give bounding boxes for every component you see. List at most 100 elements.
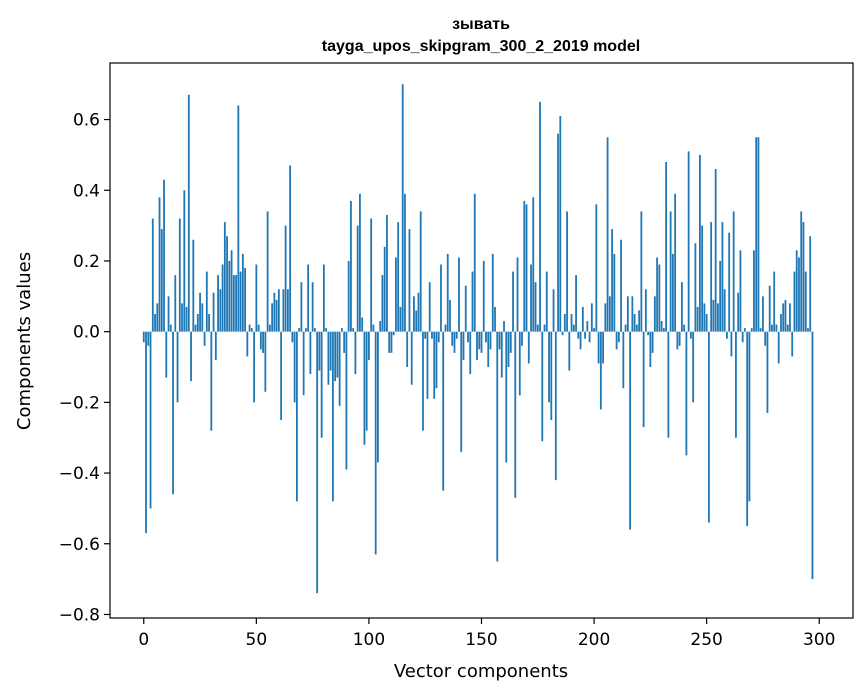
- bar-70: [300, 282, 303, 332]
- bar-231: [662, 328, 665, 332]
- bar-241: [685, 331, 688, 456]
- bar-27: [203, 331, 206, 346]
- bar-54: [264, 331, 267, 392]
- bar-279: [771, 324, 773, 332]
- bar-223: [644, 289, 647, 332]
- bar-169: [523, 200, 526, 332]
- bar-156: [494, 306, 496, 332]
- bar-6: [156, 303, 159, 332]
- bar-165: [514, 331, 517, 498]
- bar-177: [541, 331, 544, 442]
- bar-97: [361, 317, 364, 332]
- bar-296: [809, 236, 812, 332]
- bar-126: [426, 331, 429, 399]
- bar-96: [359, 193, 361, 332]
- bar-141: [460, 331, 463, 452]
- bar-243: [689, 331, 692, 339]
- bar-101: [370, 218, 373, 332]
- bar-252: [710, 222, 713, 332]
- bar-214: [624, 324, 627, 332]
- bar-131: [437, 331, 440, 343]
- bar-293: [802, 222, 805, 332]
- bar-0: [142, 331, 145, 343]
- bar-200: [593, 328, 595, 332]
- bar-174: [534, 282, 537, 332]
- bar-150: [480, 331, 483, 353]
- bar-153: [487, 331, 490, 368]
- bar-128: [431, 331, 433, 339]
- bar-195: [581, 306, 584, 332]
- bar-175: [536, 324, 539, 332]
- bar-269: [748, 331, 751, 502]
- bar-264: [737, 292, 740, 332]
- bar-67: [293, 331, 296, 403]
- bar-66: [291, 331, 294, 343]
- bar-31: [212, 292, 215, 332]
- y-axis-ticks: −0.8 −0.6 −0.4 −0.2 0.0 0.2 0.4 0.6: [59, 111, 110, 625]
- bar-229: [658, 264, 661, 332]
- y-tick-label: 0.4: [73, 181, 100, 201]
- bar-82: [327, 331, 330, 385]
- bar-136: [449, 299, 451, 332]
- bar-20: [187, 94, 190, 332]
- bar-191: [572, 324, 575, 332]
- bar-52: [259, 331, 262, 350]
- bar-107: [383, 246, 386, 332]
- bar-24: [196, 313, 199, 332]
- x-tick-label: 300: [803, 630, 835, 650]
- bar-37: [226, 236, 228, 332]
- bar-173: [532, 197, 535, 332]
- y-tick-label: −0.4: [59, 464, 100, 484]
- bar-284: [782, 303, 785, 332]
- bar-35: [221, 264, 224, 332]
- bar-182: [552, 289, 555, 332]
- bar-3: [149, 331, 152, 509]
- bar-42: [237, 105, 240, 332]
- bar-108: [386, 215, 388, 332]
- bar-28: [205, 271, 208, 332]
- bar-33: [217, 275, 219, 332]
- bar-106: [381, 275, 384, 332]
- bar-83: [329, 331, 332, 371]
- bar-202: [597, 331, 600, 364]
- bar-140: [458, 257, 460, 332]
- bar-277: [766, 331, 769, 413]
- bar-4: [151, 218, 154, 332]
- bar-145: [469, 331, 472, 375]
- bar-271: [753, 250, 755, 332]
- bar-104: [377, 331, 379, 463]
- bar-62: [282, 289, 285, 332]
- bar-56: [268, 324, 271, 332]
- bar-290: [795, 250, 798, 332]
- bar-16: [178, 218, 181, 332]
- bar-184: [557, 133, 559, 332]
- y-axis-label: Components values: [14, 252, 35, 430]
- bar-46: [246, 331, 249, 357]
- bar-222: [642, 331, 645, 428]
- bar-261: [730, 331, 733, 357]
- bar-146: [471, 271, 474, 332]
- bar-87: [338, 331, 341, 406]
- bar-289: [793, 271, 796, 332]
- bar-258: [723, 289, 726, 332]
- bar-283: [780, 313, 782, 332]
- bar-254: [714, 169, 717, 332]
- bar-192: [575, 275, 577, 332]
- bar-244: [692, 331, 695, 403]
- chart-title: зывать: [452, 16, 510, 33]
- bar-118: [408, 229, 411, 332]
- bar-259: [726, 331, 728, 339]
- bar-78: [318, 331, 321, 371]
- bar-7: [158, 197, 161, 332]
- x-tick-label: 200: [578, 630, 610, 650]
- bar-194: [579, 331, 582, 350]
- bar-144: [467, 331, 469, 343]
- bar-8: [160, 229, 163, 332]
- bar-183: [554, 331, 557, 481]
- bar-100: [368, 331, 370, 360]
- bar-201: [595, 204, 598, 332]
- bar-273: [757, 137, 760, 332]
- bar-49: [253, 331, 255, 403]
- bar-147: [473, 193, 476, 332]
